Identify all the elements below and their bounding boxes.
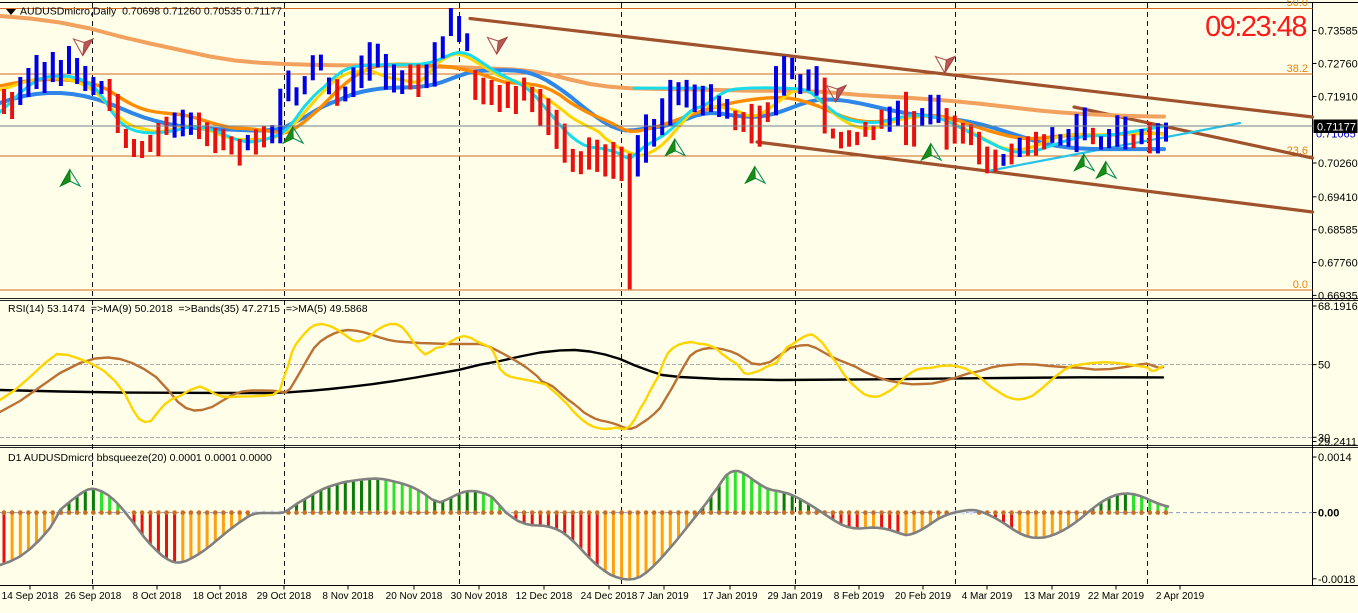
svg-text:22 Mar 2019: 22 Mar 2019 xyxy=(1088,591,1145,602)
svg-text:68.1916: 68.1916 xyxy=(1318,301,1358,313)
svg-text:18 Oct 2018: 18 Oct 2018 xyxy=(193,591,248,602)
svg-text:14 Sep 2018: 14 Sep 2018 xyxy=(2,591,59,602)
svg-text:8 Feb 2019: 8 Feb 2019 xyxy=(834,591,885,602)
svg-text:0.72760: 0.72760 xyxy=(1318,59,1358,71)
svg-text:8 Oct 2018: 8 Oct 2018 xyxy=(133,591,182,602)
svg-text:0.0014: 0.0014 xyxy=(1318,452,1352,464)
svg-text:D1 AUDUSDmicro bbsqueeze(20) 0: D1 AUDUSDmicro bbsqueeze(20) 0.0001 0.00… xyxy=(8,452,272,464)
svg-text:38.2: 38.2 xyxy=(1287,63,1308,75)
svg-text:29 Jan 2019: 29 Jan 2019 xyxy=(767,591,822,602)
svg-text:4 Mar 2019: 4 Mar 2019 xyxy=(962,591,1013,602)
svg-text:20 Nov 2018: 20 Nov 2018 xyxy=(386,591,443,602)
svg-text:0.68585: 0.68585 xyxy=(1318,225,1358,237)
svg-text:-0.0018: -0.0018 xyxy=(1318,574,1355,586)
svg-text:0.69410: 0.69410 xyxy=(1318,192,1358,204)
svg-text:7 Jan 2019: 7 Jan 2019 xyxy=(639,591,689,602)
svg-text:AUDUSDmicro,Daily 0.70698 0.7: AUDUSDmicro,Daily 0.70698 0.71260 0.7053… xyxy=(20,6,282,18)
svg-text:26 Sep 2018: 26 Sep 2018 xyxy=(65,591,122,602)
svg-text:17 Jan 2019: 17 Jan 2019 xyxy=(702,591,757,602)
svg-text:30: 30 xyxy=(1318,432,1330,444)
svg-text:20 Feb 2019: 20 Feb 2019 xyxy=(895,591,952,602)
svg-text:50.0: 50.0 xyxy=(1287,0,1308,9)
svg-text:12 Dec 2018: 12 Dec 2018 xyxy=(516,591,573,602)
svg-text:2 Apr 2019: 2 Apr 2019 xyxy=(1156,591,1205,602)
svg-text:09:23:48: 09:23:48 xyxy=(1205,11,1306,43)
svg-text:29 Oct 2018: 29 Oct 2018 xyxy=(257,591,312,602)
svg-text:0.67760: 0.67760 xyxy=(1318,258,1358,270)
svg-text:13 Mar 2019: 13 Mar 2019 xyxy=(1024,591,1081,602)
svg-text:0.71910: 0.71910 xyxy=(1318,92,1358,104)
svg-text:30 Nov 2018: 30 Nov 2018 xyxy=(451,591,508,602)
svg-text:0.70260: 0.70260 xyxy=(1318,158,1358,170)
svg-text:29.2411: 29.2411 xyxy=(1318,437,1357,449)
svg-text:8 Nov 2018: 8 Nov 2018 xyxy=(322,591,374,602)
svg-text:24 Dec 2018: 24 Dec 2018 xyxy=(581,591,638,602)
svg-text:0.71177: 0.71177 xyxy=(1317,122,1356,134)
svg-text:RSI(14) 53.1474 =>MA(9) 50.20: RSI(14) 53.1474 =>MA(9) 50.2018 =>Bands(… xyxy=(8,303,368,315)
svg-text:0.00: 0.00 xyxy=(1318,508,1339,520)
svg-text:50: 50 xyxy=(1318,360,1330,372)
svg-text:0.73585: 0.73585 xyxy=(1318,26,1358,38)
svg-text:0.0: 0.0 xyxy=(1293,279,1308,291)
svg-text:0.66935: 0.66935 xyxy=(1318,290,1358,302)
